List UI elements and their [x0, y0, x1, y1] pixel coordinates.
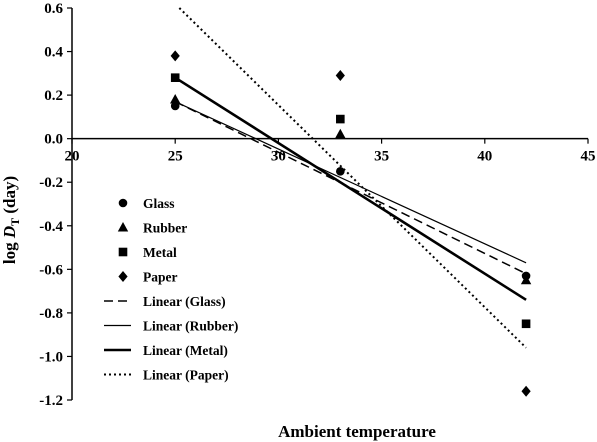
data-point-square: [336, 114, 345, 124]
y-tick-label: 0.4: [44, 45, 63, 61]
legend-entry-label: Metal: [143, 245, 177, 260]
y-tick-label: -1.0: [39, 349, 63, 365]
trendline-dashed: [174, 100, 527, 275]
y-tick-label: -0.4: [39, 219, 63, 235]
legend-entry-label: Linear (Glass): [143, 294, 226, 309]
legend-entry-label: Linear (Paper): [143, 368, 229, 383]
x-tick-label: 25: [168, 149, 183, 165]
data-point-triangle: [170, 93, 181, 104]
data-points: [170, 50, 532, 397]
x-axis-title: Ambient temperature: [278, 422, 436, 441]
y-tick-label: -1.2: [39, 393, 63, 409]
x-tick-label: 45: [581, 149, 596, 165]
legend-entry-label: Glass: [143, 196, 175, 211]
data-point-triangle: [520, 274, 532, 285]
y-tick-label: -0.6: [39, 262, 63, 278]
legend-marker-circle: [118, 198, 128, 208]
y-axis-title: log DT (day): [0, 176, 22, 264]
y-axis-title-main: log: [0, 238, 19, 264]
y-axis-title-var: D: [0, 226, 19, 239]
y-axis-title-sub: T: [8, 218, 22, 226]
data-point-diamond: [521, 385, 531, 397]
y-tick-label: 0.0: [44, 132, 63, 148]
trendline-dotted: [178, 7, 527, 349]
legend-entry-label: Paper: [143, 270, 178, 285]
data-point-triangle: [335, 128, 346, 139]
legend-marker-triangle: [117, 222, 129, 232]
legend-entry-label: Linear (Metal): [143, 343, 228, 358]
data-point-square: [521, 319, 531, 329]
legend-entry-label: Rubber: [143, 221, 187, 236]
x-tick-label: 35: [374, 149, 389, 165]
ticks: 20 25 30 35 40 45 0.6 0.4 0.2 0.0 -0.2 -0.4 -0.6 -0.8…: [39, 1, 595, 409]
x-tick-label: 30: [271, 149, 286, 165]
y-tick-label: 0.6: [44, 1, 63, 17]
trendline-layer: [174, 7, 527, 349]
y-tick-label: -0.2: [39, 175, 63, 191]
axes: [71, 8, 588, 400]
x-tick-label: 20: [65, 149, 80, 165]
y-axis-title-unit: (day): [0, 176, 19, 218]
legend-entry-label: Linear (Rubber): [143, 319, 238, 334]
x-tick-label: 40: [477, 149, 492, 165]
y-tick-label: 0.2: [44, 88, 63, 104]
legend-marker-diamond: [118, 271, 128, 282]
data-point-square: [170, 73, 180, 82]
legend: Glass Rubber Metal Paper Linear (Glass) Linea…: [104, 196, 238, 383]
trendline-thin: [174, 101, 527, 264]
data-point-circle: [336, 167, 345, 176]
legend-marker-square: [118, 247, 128, 257]
data-point-diamond: [335, 70, 345, 82]
data-point-diamond: [170, 50, 180, 62]
data-point-circle: [170, 101, 180, 111]
y-tick-label: -0.8: [39, 306, 63, 322]
trendline-thick: [174, 76, 527, 301]
